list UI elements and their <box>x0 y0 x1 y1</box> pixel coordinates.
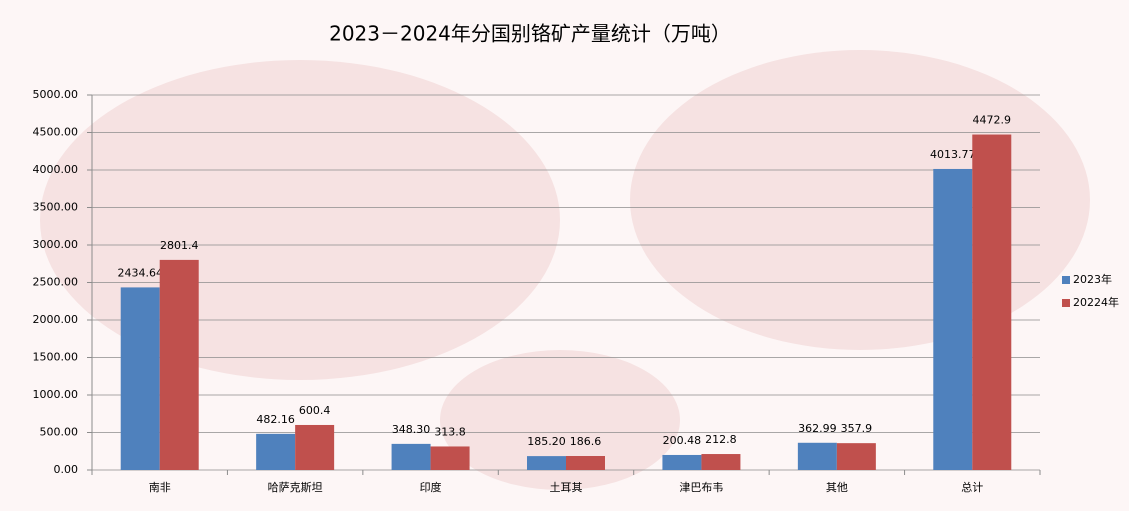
y-tick-label: 3500.00 <box>33 201 79 214</box>
x-tick-label: 其他 <box>826 481 848 494</box>
chart-title: 2023－2024年分国别铬矿产量统计（万吨） <box>329 22 731 46</box>
x-tick-label: 印度 <box>420 480 442 494</box>
y-tick-label: 5000.00 <box>33 88 79 101</box>
data-label: 212.8 <box>705 433 737 446</box>
bar <box>430 446 470 470</box>
data-label: 200.48 <box>663 434 702 447</box>
bar <box>527 456 566 470</box>
map-shape <box>440 350 680 490</box>
data-label: 362.99 <box>798 422 837 435</box>
y-tick-label: 3000.00 <box>33 238 79 251</box>
data-label: 313.8 <box>434 425 466 438</box>
y-tick-label: 1000.00 <box>33 388 79 401</box>
x-tick-label: 津巴布韦 <box>679 481 723 494</box>
bar <box>701 454 741 470</box>
x-tick-label: 总计 <box>961 480 983 494</box>
bar <box>662 454 702 470</box>
y-tick-label: 0.00 <box>54 463 79 476</box>
legend-swatch <box>1062 299 1070 307</box>
data-label: 185.20 <box>527 435 566 448</box>
y-tick-label: 1500.00 <box>33 351 79 364</box>
bar <box>256 433 296 470</box>
data-label: 4013.77 <box>930 148 976 161</box>
bar <box>159 259 199 470</box>
y-tick-label: 4000.00 <box>33 163 79 176</box>
data-label: 348.30 <box>392 423 431 436</box>
x-tick-label: 土耳其 <box>550 481 583 494</box>
data-label: 2434.64 <box>117 266 163 279</box>
data-label: 186.6 <box>570 435 602 448</box>
data-label: 600.4 <box>299 404 331 417</box>
bar <box>391 443 431 470</box>
data-label: 2801.4 <box>160 239 199 252</box>
data-label: 4472.9 <box>973 114 1012 127</box>
data-label: 482.16 <box>256 413 295 426</box>
y-tick-label: 2000.00 <box>33 313 79 326</box>
bar <box>836 443 876 470</box>
legend-label: 20224年 <box>1073 295 1119 309</box>
legend-label: 2023年 <box>1073 272 1112 286</box>
map-shape <box>40 60 560 380</box>
bar <box>295 424 335 470</box>
data-label: 357.9 <box>841 422 873 435</box>
y-tick-label: 2500.00 <box>33 276 79 289</box>
bar <box>972 134 1012 470</box>
x-tick-label: 哈萨克斯坦 <box>268 480 323 494</box>
bar <box>933 168 973 470</box>
y-tick-label: 500.00 <box>40 426 79 439</box>
x-tick-label: 南非 <box>149 481 171 494</box>
bar <box>797 442 837 470</box>
legend-swatch <box>1062 276 1070 284</box>
bar <box>566 456 605 470</box>
bar <box>120 287 160 470</box>
y-tick-label: 4500.00 <box>33 126 79 139</box>
